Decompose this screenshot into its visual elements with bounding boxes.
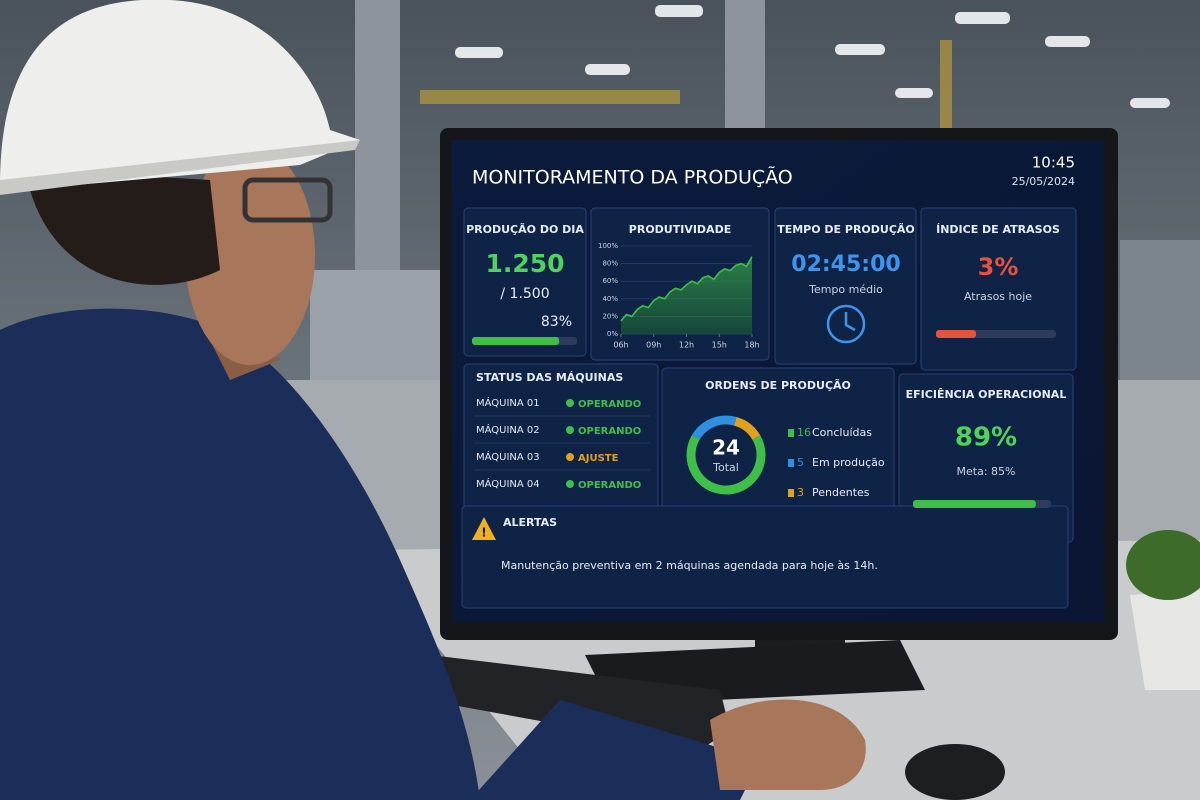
progress-bar [913, 500, 1036, 508]
orders-total: 24 [712, 436, 740, 460]
clock: 10:45 [1032, 154, 1075, 172]
progress-bar [472, 337, 560, 345]
time-caption: Tempo médio [808, 283, 883, 296]
keyboard [425, 655, 730, 750]
y-tick-label: 60% [602, 277, 618, 285]
machine-status: AJUSTE [578, 453, 619, 464]
card-title: EFICIÊNCIA OPERACIONAL [906, 388, 1067, 401]
delays-caption: Atrasos hoje [964, 290, 1032, 303]
x-tick-label: 06h [613, 341, 628, 350]
dashboard: MONITORAMENTO DA PRODUÇÃO 10:45 25/05/20… [461, 154, 1077, 609]
svg-text:!: ! [481, 526, 486, 540]
legend-count: 16 [797, 426, 811, 439]
efficiency-caption: Meta: 85% [957, 465, 1016, 478]
production-percent: 83% [541, 314, 572, 330]
x-tick-label: 18h [744, 341, 759, 350]
machine-status: OPERANDO [578, 426, 641, 437]
production-target: / 1.500 [500, 286, 549, 302]
machine-name: MÁQUINA 04 [476, 477, 540, 490]
legend-count: 3 [797, 486, 804, 499]
machine-status: OPERANDO [578, 399, 641, 410]
x-tick-label: 15h [712, 341, 727, 350]
machine-name: MÁQUINA 01 [476, 396, 540, 409]
card-alerts [461, 505, 1069, 609]
card-title: PRODUÇÃO DO DIA [466, 223, 584, 236]
mouse [905, 744, 1005, 800]
y-tick-label: 100% [598, 242, 618, 250]
y-tick-label: 0% [607, 330, 618, 338]
donut-segment [686, 415, 766, 495]
legend-swatch [788, 489, 794, 497]
alert-icon: ! [472, 517, 496, 540]
status-dot [566, 480, 574, 488]
chart-title: PRODUTIVIDADE [629, 223, 731, 236]
card-title: TEMPO DE PRODUÇÃO [777, 223, 915, 236]
plant [1126, 530, 1200, 600]
card-time [774, 207, 917, 365]
status-dot [566, 426, 574, 434]
donut-segment [686, 415, 766, 495]
efficiency-value: 89% [955, 423, 1017, 453]
delays-value: 3% [978, 253, 1019, 281]
alert-message: Manutenção preventiva em 2 máquinas agen… [501, 559, 878, 572]
production-value: 1.250 [485, 249, 564, 278]
machine-name: MÁQUINA 02 [476, 423, 540, 436]
card-production [463, 207, 587, 357]
card-title: STATUS DAS MÁQUINAS [476, 371, 623, 384]
dashboard-title: MONITORAMENTO DA PRODUÇÃO [472, 166, 793, 189]
x-tick-label: 09h [646, 341, 661, 350]
legend-swatch [788, 429, 794, 437]
card-title: ÍNDICE DE ATRASOS [936, 223, 1060, 236]
legend-label: Em produção [812, 456, 885, 469]
machine-name: MÁQUINA 03 [476, 450, 540, 463]
alert-title: ALERTAS [503, 516, 557, 529]
status-dot [566, 399, 574, 407]
time-value: 02:45:00 [791, 252, 900, 277]
y-tick-label: 40% [602, 295, 618, 303]
card-delays [920, 207, 1077, 371]
delays-indicator [936, 330, 976, 338]
plant-pot [1130, 590, 1200, 690]
machine-status: OPERANDO [578, 480, 641, 491]
productivity-area [621, 256, 752, 334]
y-tick-label: 20% [602, 312, 618, 320]
person [0, 0, 866, 800]
x-tick-label: 12h [679, 341, 694, 350]
ceiling-lights [455, 5, 1170, 108]
legend-label: Concluídas [812, 426, 872, 439]
productivity-line [620, 256, 753, 322]
clock-icon [826, 304, 866, 344]
y-tick-label: 80% [602, 260, 618, 268]
card-title: ORDENS DE PRODUÇÃO [705, 379, 851, 392]
status-dot [566, 453, 574, 461]
legend-count: 5 [797, 456, 804, 469]
date: 25/05/2024 [1012, 175, 1075, 188]
orders-total-label: Total [712, 461, 739, 474]
legend-swatch [788, 459, 794, 467]
legend-label: Pendentes [812, 486, 870, 499]
